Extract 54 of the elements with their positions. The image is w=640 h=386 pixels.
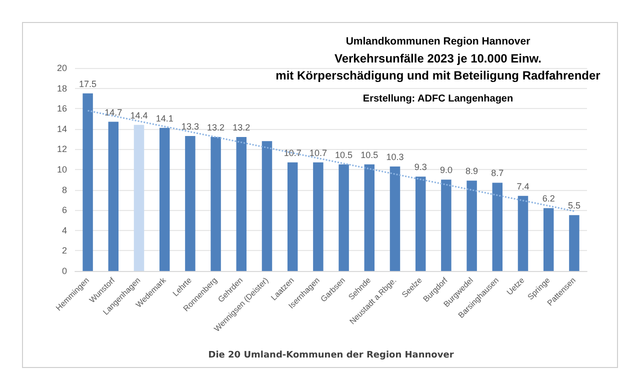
data-label: 10.5 [335, 150, 353, 160]
bar [390, 166, 400, 271]
data-label: 10.7 [284, 148, 302, 158]
y-tick-label: 14 [56, 124, 67, 134]
y-tick-label: 6 [62, 205, 67, 216]
data-label: 8.7 [491, 168, 504, 178]
data-label: 8.9 [466, 166, 478, 176]
annotation: Erstellung: ADFC Langenhagen [362, 94, 514, 104]
data-label: 9.3 [414, 162, 427, 172]
bar [466, 180, 477, 271]
bar [569, 215, 580, 271]
bar [415, 176, 426, 271]
y-tick-label: 10 [56, 164, 67, 174]
chart-title: Umlandkommunen Region Hannover [346, 36, 530, 48]
y-tick-label: 2 [62, 246, 67, 256]
data-label: 10.7 [309, 148, 327, 158]
bar [543, 208, 554, 271]
data-label: 13.2 [207, 122, 225, 133]
y-tick-label: 16 [56, 104, 67, 114]
data-label: 17.5 [79, 78, 97, 89]
bar [338, 164, 349, 271]
y-tick-label: 18 [56, 83, 67, 94]
data-label: 14.4 [130, 110, 148, 120]
bar [364, 164, 375, 271]
bar [236, 137, 247, 271]
data-label: 14.7 [104, 107, 122, 118]
bar [108, 122, 119, 271]
bar [262, 141, 272, 271]
data-label: 7.4 [516, 181, 530, 192]
bar [185, 136, 196, 271]
bar [82, 93, 93, 271]
data-label: 9.0 [440, 165, 452, 176]
data-label: 14.1 [156, 113, 174, 124]
data-label: 13.2 [232, 122, 250, 133]
data-label: 5.5 [568, 200, 580, 211]
y-tick-label: 20 [56, 63, 67, 73]
bar [210, 137, 221, 271]
y-tick-label: 0 [62, 266, 67, 276]
bar [492, 182, 503, 271]
bar [441, 180, 452, 271]
x-axis-title: Die 20 Umland-Kommunen der Region Hannover [208, 350, 454, 360]
chart-subtitle: Verkehrsunfälle 2023 je 10.000 Einw. mit Körperschädigung und mit Beteiligung Radfahrender [276, 52, 601, 82]
bar [134, 124, 144, 271]
bar [518, 196, 528, 271]
y-tick-label: 8 [62, 184, 67, 195]
data-label: 6.2 [542, 194, 555, 204]
data-label: 10.5 [360, 150, 378, 160]
data-label: 13.3 [181, 122, 199, 132]
y-tick-label: 4 [62, 225, 67, 236]
bar [313, 162, 324, 271]
bar [159, 128, 170, 271]
y-tick-label: 12 [56, 144, 67, 154]
bar [287, 162, 298, 271]
data-label: 10.3 [386, 152, 404, 162]
